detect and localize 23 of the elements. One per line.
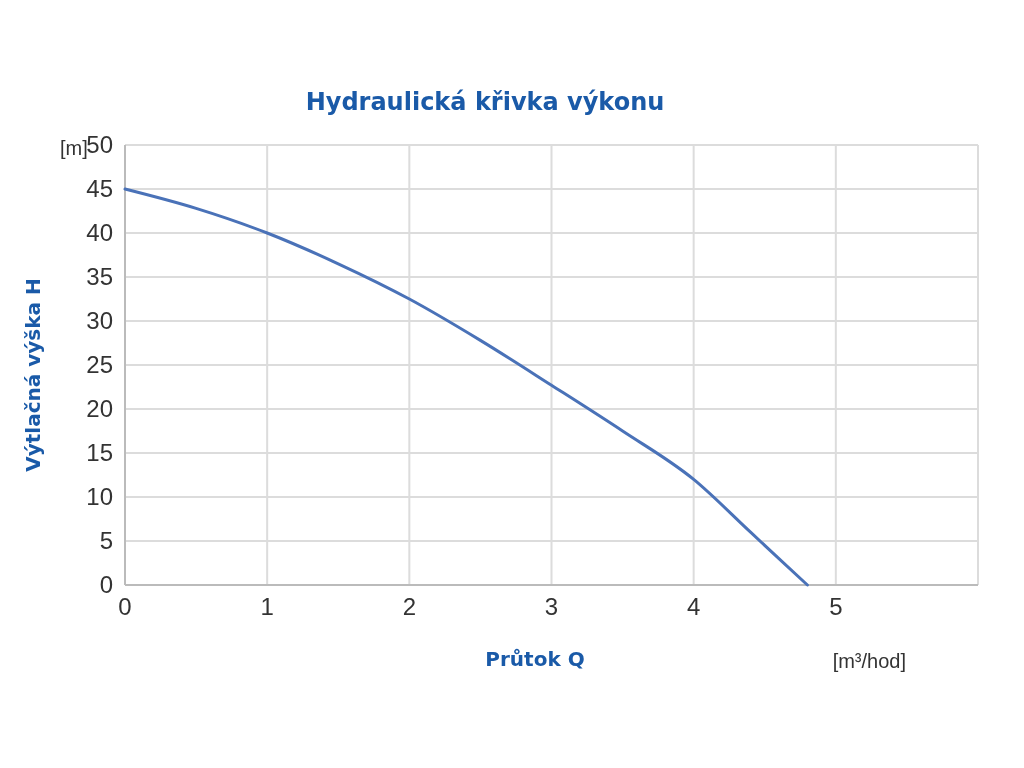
y-tick-label: 15 xyxy=(86,439,113,467)
y-tick-label: 5 xyxy=(99,527,113,555)
x-axis-title: Průtok Q xyxy=(485,647,585,671)
x-tick-label: 2 xyxy=(402,593,417,620)
text: [m³/hod] xyxy=(832,650,906,672)
y-tick-label: 0 xyxy=(99,571,113,599)
y-tick-label: 25 xyxy=(86,351,113,379)
y-tick-label: 20 xyxy=(86,395,113,423)
y-tick-label: 50 xyxy=(86,131,113,159)
y-axis-title: Výtlačná výška H xyxy=(21,278,45,472)
x-tick-label: 0 xyxy=(118,593,132,620)
x-tick-label: 4 xyxy=(686,593,701,620)
chart-title: Hydraulická křivka výkonu xyxy=(305,88,665,116)
x-tick-label: 1 xyxy=(260,593,274,620)
line-series xyxy=(123,187,809,587)
x-tick-label: 3 xyxy=(544,593,559,620)
y-tick-label: 45 xyxy=(86,175,113,203)
x-tick-label: 5 xyxy=(829,593,843,620)
y-tick-label: 10 xyxy=(86,483,113,511)
y-tick-label: 30 xyxy=(86,307,113,335)
y-tick-label: 35 xyxy=(86,263,113,291)
text: [m] xyxy=(60,137,88,159)
y-tick-label: 40 xyxy=(86,219,113,247)
